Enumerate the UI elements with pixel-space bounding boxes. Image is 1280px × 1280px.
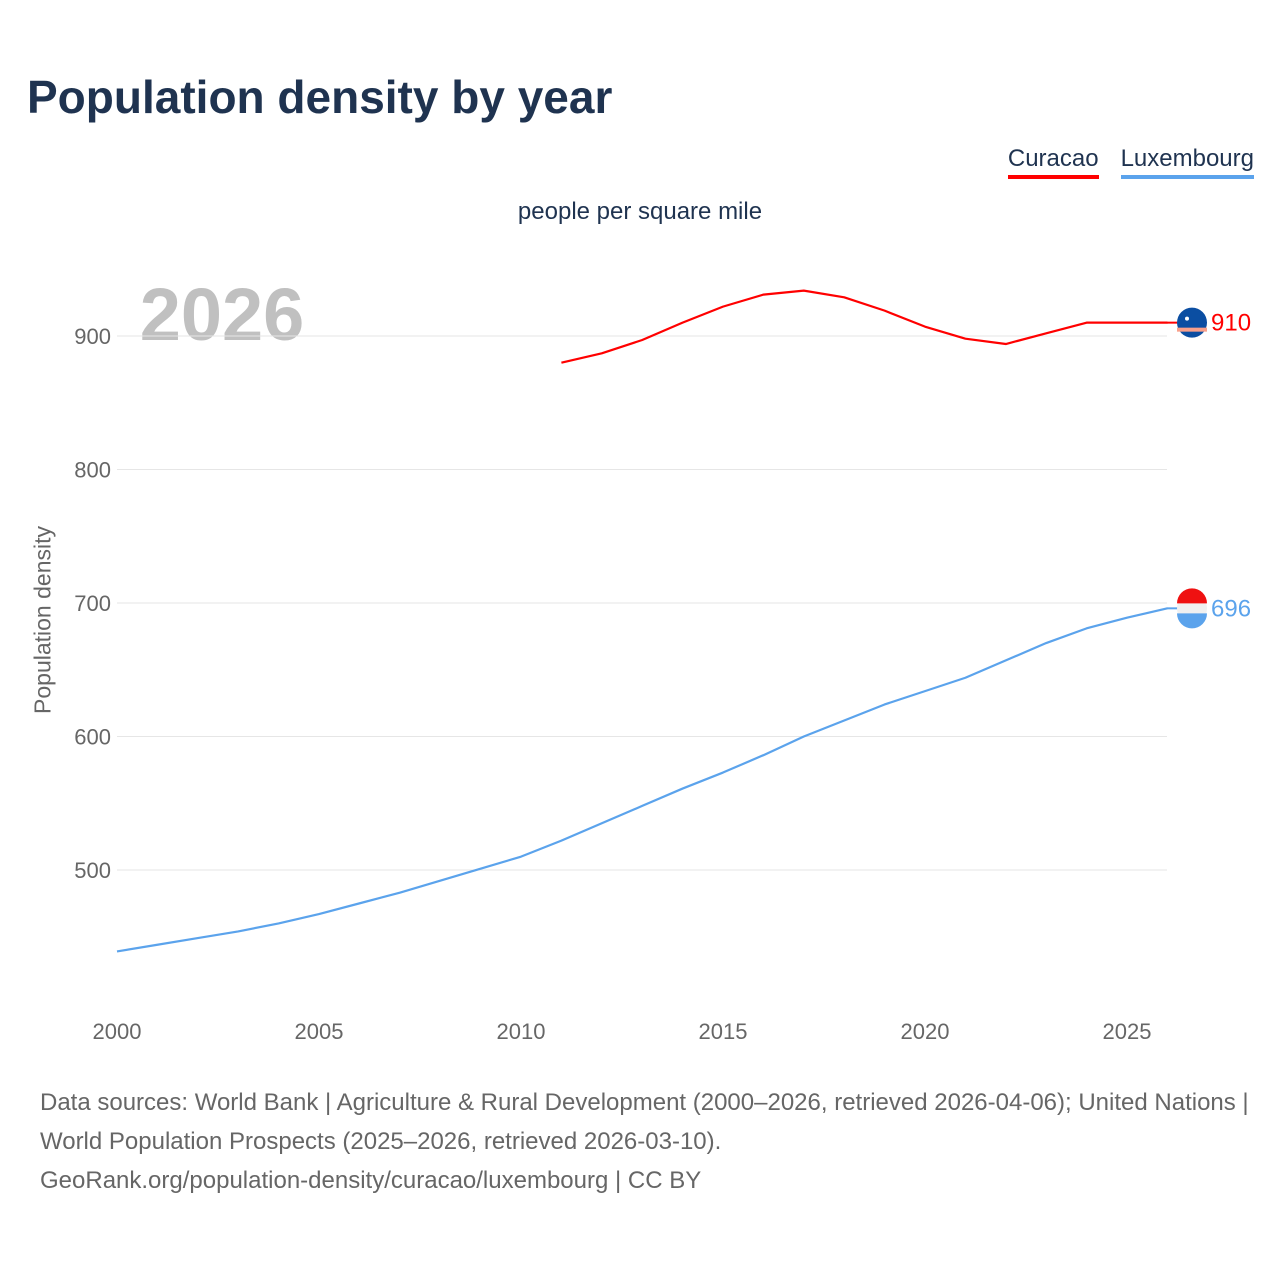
end-value-label: 696 [1211, 595, 1251, 622]
y-tick-label: 700 [74, 591, 111, 616]
chart-title: Population density by year [27, 71, 613, 123]
x-tick-label: 2000 [93, 1019, 142, 1044]
flag-stripe [1177, 588, 1207, 604]
footer-sources: Data sources: World Bank | Agriculture &… [40, 1089, 1249, 1155]
x-tick-label: 2005 [295, 1019, 344, 1044]
flag-stripe [1177, 613, 1207, 629]
series-line-luxembourg [116, 607, 1168, 953]
x-tick-label: 2010 [497, 1019, 546, 1044]
legend-item-curacao[interactable]: Curacao [1007, 145, 1099, 179]
year-watermark: 2026 [140, 273, 305, 356]
x-tick-label: 2025 [1103, 1019, 1152, 1044]
curacao-flag-icon [1177, 307, 1207, 338]
series-line-curacao [561, 289, 1168, 364]
unit-subtitle: people per square mile [517, 198, 763, 225]
end-value-label: 910 [1211, 310, 1251, 337]
y-tick-label: 800 [74, 458, 111, 483]
y-tick-label: 900 [74, 324, 111, 349]
y-tick-label: 500 [74, 858, 111, 883]
legend-item-luxembourg[interactable]: Luxembourg [1120, 145, 1254, 179]
y-tick-label: 600 [74, 725, 111, 750]
footer-link[interactable]: GeoRank.org/population-density/curacao/l… [40, 1167, 702, 1194]
flag-stripe [1177, 327, 1207, 332]
x-tick-label: 2020 [901, 1019, 950, 1044]
flag-star [1185, 316, 1189, 321]
legend: Curacao Luxembourg [1007, 145, 1254, 179]
x-tick-label: 2015 [699, 1019, 748, 1044]
footer: Data sources: World Bank | Agriculture &… [40, 1083, 1250, 1200]
